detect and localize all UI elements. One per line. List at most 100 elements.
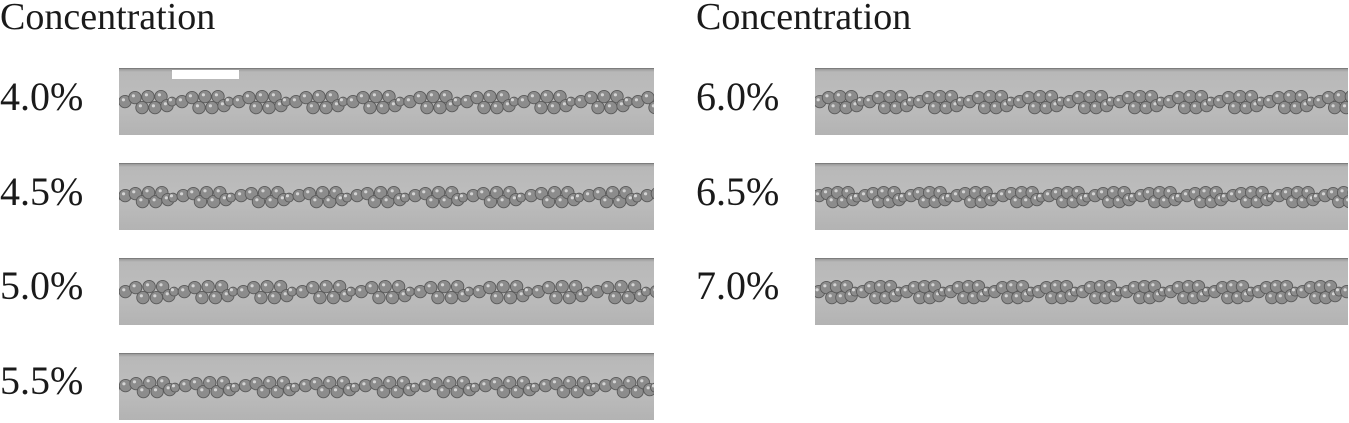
droplet-highlight [201, 93, 205, 97]
droplet-highlight [334, 102, 338, 106]
droplet-highlight [1342, 104, 1347, 108]
droplet-highlight [313, 198, 317, 202]
droplet-highlight [1219, 284, 1223, 288]
droplet-highlight [1266, 98, 1270, 102]
droplet-highlight [212, 294, 216, 298]
droplet [464, 286, 474, 297]
droplet [263, 375, 277, 390]
droplet-highlight [1234, 294, 1238, 298]
droplet-highlight [1180, 294, 1184, 298]
droplet [933, 89, 947, 104]
droplet-highlight [263, 283, 268, 287]
droplet [1328, 100, 1342, 115]
droplet-highlight [295, 192, 300, 196]
droplet [1183, 89, 1197, 104]
droplet-highlight [1229, 192, 1234, 196]
droplet-highlight [1275, 192, 1280, 196]
concentration-label: 6.5% [696, 169, 780, 214]
droplet-highlight [861, 192, 866, 196]
droplet-highlight [642, 288, 647, 292]
droplet [136, 290, 150, 305]
droplet [316, 384, 331, 399]
droplet-highlight [1098, 93, 1102, 97]
droplet [195, 290, 209, 305]
droplet [883, 89, 897, 104]
droplet-highlight [333, 388, 338, 392]
droplet-highlight [1120, 189, 1125, 193]
droplet-highlight [486, 93, 490, 97]
droplet-highlight [1185, 283, 1189, 287]
droplet-highlight [406, 386, 410, 390]
droplet-highlight [1009, 283, 1013, 287]
droplet-highlight [273, 388, 278, 392]
droplet-highlight [406, 98, 410, 102]
droplet-highlight [1207, 98, 1211, 102]
droplet [226, 192, 236, 203]
droplet-highlight [242, 382, 246, 386]
droplet-highlight [1242, 104, 1247, 108]
droplet-highlight [1107, 98, 1111, 102]
droplet-highlight [1253, 102, 1257, 106]
droplet-highlight [1123, 288, 1127, 292]
droplet-highlight [560, 388, 564, 392]
droplet [1178, 100, 1192, 115]
droplet [1344, 90, 1348, 103]
droplet-highlight [886, 93, 890, 97]
droplet-channel-image [119, 68, 654, 135]
droplet [542, 280, 556, 295]
droplet [623, 96, 633, 107]
droplet-highlight [892, 104, 897, 108]
droplet-highlight [1142, 104, 1147, 108]
droplet-highlight [459, 194, 463, 198]
droplet [168, 192, 178, 203]
droplet-highlight [550, 104, 554, 108]
droplet-highlight [1289, 198, 1293, 202]
droplet [483, 280, 497, 295]
droplet-highlight [1053, 283, 1057, 287]
droplet [299, 90, 313, 105]
droplet-highlight [500, 198, 504, 202]
droplet-highlight [473, 94, 477, 98]
droplet-highlight [907, 98, 911, 102]
droplet-highlight [911, 284, 915, 288]
droplet-highlight [1166, 98, 1170, 102]
droplet [641, 90, 654, 105]
droplet-highlight [1202, 189, 1206, 193]
droplet-highlight [1091, 192, 1096, 196]
droplet-highlight [429, 198, 433, 202]
droplet-highlight [121, 192, 126, 196]
droplet-highlight [1198, 93, 1202, 97]
droplet-highlight [1203, 102, 1207, 106]
droplet-highlight [417, 288, 421, 292]
droplet-highlight [493, 294, 497, 298]
droplet-highlight [859, 288, 863, 292]
droplet [214, 279, 229, 294]
droplet-highlight [291, 384, 295, 388]
droplet [372, 290, 386, 305]
droplet [1283, 89, 1297, 104]
droplet-highlight [517, 194, 521, 198]
droplet-highlight [535, 288, 539, 292]
droplet [426, 89, 440, 104]
droplet-highlight [1131, 104, 1135, 108]
droplet-highlight [358, 288, 362, 292]
droplet-highlight [1303, 102, 1307, 106]
droplet-highlight [157, 93, 161, 97]
droplet-highlight [400, 379, 404, 383]
droplet-highlight [471, 384, 475, 388]
droplet-highlight [1092, 104, 1097, 108]
droplet-highlight [510, 98, 514, 102]
droplet-highlight [1145, 190, 1150, 194]
droplet-highlight [480, 190, 484, 194]
column-heading-left: Concentration [0, 0, 216, 38]
droplet-highlight [436, 104, 440, 108]
droplet-highlight [890, 189, 895, 193]
droplet-highlight [322, 283, 327, 287]
droplet-highlight [875, 94, 879, 98]
droplet-highlight [542, 382, 546, 386]
droplet-highlight [506, 189, 510, 193]
droplet-highlight [543, 93, 547, 97]
droplet [170, 382, 180, 393]
droplet-train [119, 185, 654, 209]
droplet-highlight [427, 284, 431, 288]
